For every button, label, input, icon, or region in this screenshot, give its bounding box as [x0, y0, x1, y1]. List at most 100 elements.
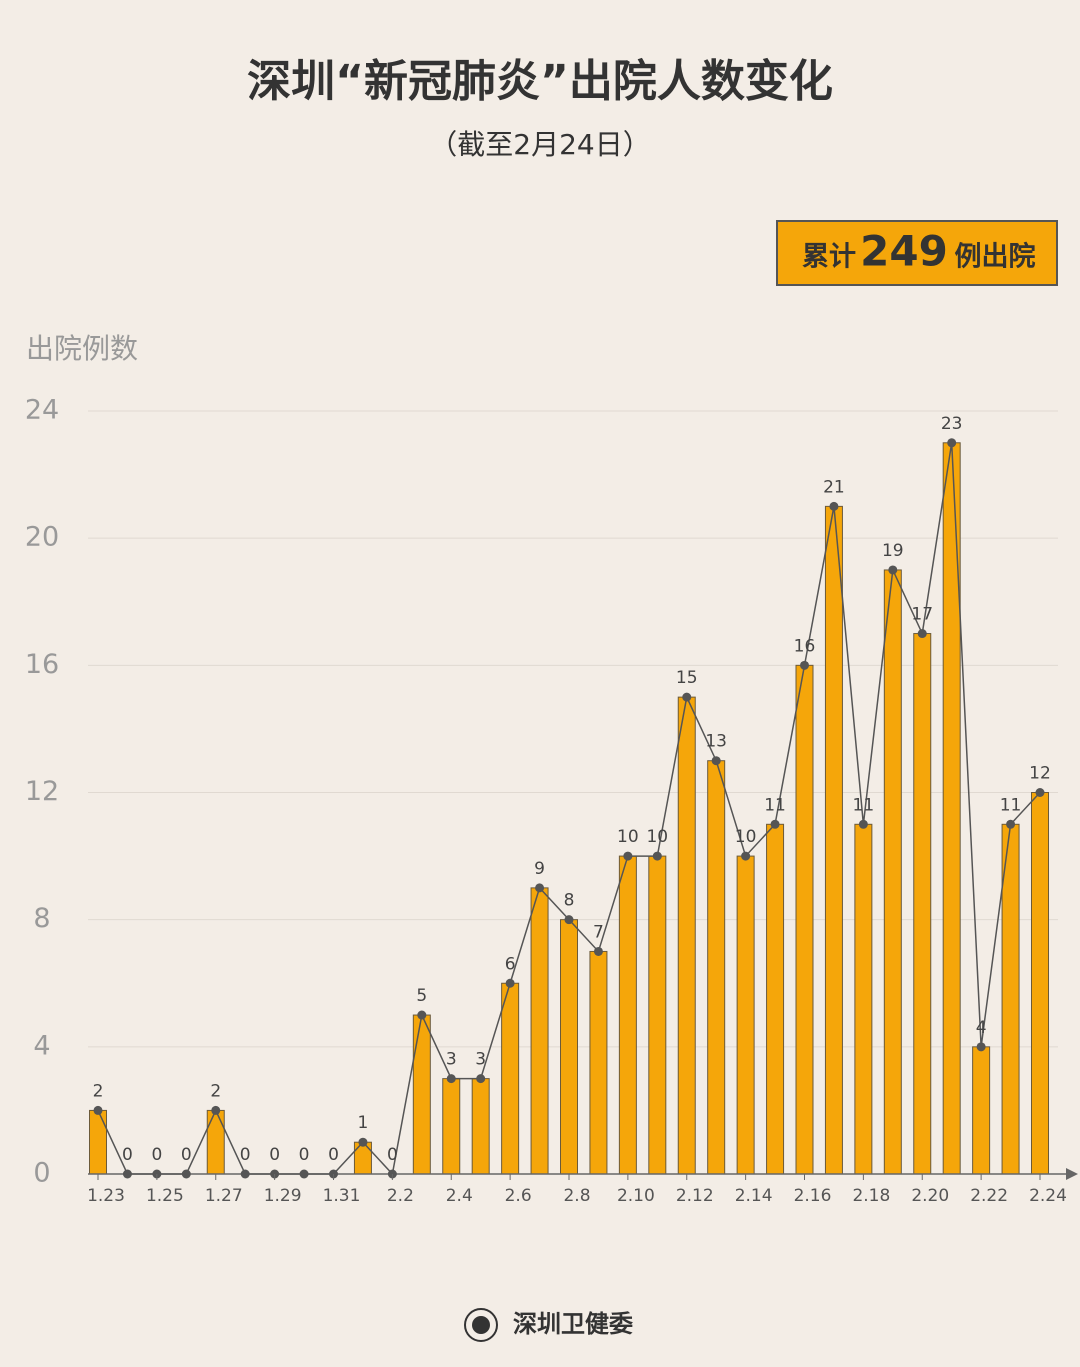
point [711, 756, 721, 766]
value-label: 12 [1029, 764, 1051, 784]
x-tick-label: 2.4 [446, 1186, 473, 1206]
point [917, 629, 927, 639]
x-tick-label: 2.2 [387, 1186, 414, 1206]
badge-prefix: 累计 [802, 242, 856, 273]
bar [707, 760, 726, 1175]
value-label: 3 [475, 1050, 486, 1070]
value-label: 0 [387, 1145, 398, 1165]
source-logo [464, 1308, 498, 1342]
chart-title: 深圳“新冠肺炎”出院人数变化 [247, 56, 833, 107]
point [122, 1169, 132, 1179]
point [299, 1169, 309, 1179]
value-label: 0 [299, 1145, 310, 1165]
bar [1031, 792, 1049, 1175]
point [829, 501, 839, 511]
x-tick-label: 2.10 [617, 1186, 655, 1206]
point [770, 819, 780, 829]
y-tick-label: 8 [33, 903, 50, 934]
bar [677, 696, 696, 1175]
point [1006, 819, 1016, 829]
value-label: 3 [446, 1050, 457, 1070]
x-tick-label: 2.20 [911, 1186, 949, 1206]
bar [618, 855, 637, 1175]
x-tick-label: 2.22 [970, 1186, 1008, 1206]
bar [736, 855, 755, 1175]
point [417, 1010, 427, 1020]
y-tick-label: 12 [25, 776, 59, 807]
point [181, 1169, 191, 1179]
point [652, 851, 662, 861]
bar [854, 823, 873, 1175]
x-tick-label: 2.12 [676, 1186, 714, 1206]
point [476, 1074, 486, 1084]
value-label: 23 [941, 414, 963, 434]
value-label: 0 [328, 1145, 339, 1165]
value-label: 17 [911, 605, 933, 625]
point [858, 819, 868, 829]
value-label: 0 [151, 1145, 162, 1165]
bar [589, 950, 608, 1175]
point [888, 565, 898, 575]
value-label: 9 [534, 859, 545, 879]
bar [206, 1109, 225, 1175]
x-tick-label: 2.24 [1029, 1186, 1067, 1206]
value-label: 1 [358, 1113, 369, 1133]
value-label: 2 [93, 1081, 104, 1101]
value-label: 0 [240, 1145, 251, 1165]
point [358, 1137, 368, 1147]
y-tick-label: 16 [25, 649, 59, 680]
y-tick-label: 20 [25, 522, 59, 553]
point [93, 1105, 103, 1115]
value-label: 5 [416, 986, 427, 1006]
x-tick-label: 1.31 [323, 1186, 361, 1206]
bar [766, 823, 785, 1175]
bar [824, 505, 843, 1175]
value-label: 15 [676, 668, 698, 688]
value-label: 0 [181, 1145, 192, 1165]
value-label: 8 [564, 891, 575, 911]
value-label: 13 [705, 732, 727, 752]
value-label: 16 [794, 636, 816, 656]
bar [795, 664, 814, 1175]
badge-total: 249 [860, 227, 948, 276]
x-tick-label: 1.29 [264, 1186, 302, 1206]
point [505, 978, 515, 988]
bar [471, 1078, 490, 1175]
x-tick-label: 2.8 [563, 1186, 590, 1206]
point [976, 1042, 986, 1052]
x-tick-label: 2.16 [794, 1186, 832, 1206]
value-label: 0 [269, 1145, 280, 1165]
bar [560, 919, 578, 1175]
bar [883, 569, 902, 1175]
x-axis-arrow [1066, 1168, 1078, 1180]
value-label: 10 [735, 827, 757, 847]
bar [913, 633, 932, 1175]
value-label: 6 [505, 954, 516, 974]
bar [353, 1141, 372, 1175]
point [800, 660, 809, 670]
x-tick-label: 1.23 [87, 1186, 125, 1206]
point [564, 915, 574, 925]
source: 深圳卫健委 [513, 1310, 633, 1338]
x-tick-label: 2.14 [735, 1186, 773, 1206]
bar [972, 1046, 991, 1175]
bar [442, 1078, 461, 1175]
point [623, 851, 633, 861]
point [947, 438, 957, 448]
point [1035, 788, 1045, 797]
point [535, 883, 545, 893]
point [682, 692, 692, 702]
value-label: 21 [823, 477, 845, 497]
value-label: 7 [593, 922, 604, 942]
point [741, 851, 751, 861]
x-tick-label: 1.27 [205, 1186, 243, 1206]
point [593, 946, 603, 956]
x-tick-label: 1.25 [146, 1186, 184, 1206]
value-label: 11 [853, 795, 875, 815]
bar [501, 982, 520, 1175]
value-label: 10 [617, 827, 639, 847]
point [211, 1105, 221, 1115]
y-tick-label: 0 [33, 1158, 50, 1189]
bar [530, 887, 549, 1175]
y-tick-label: 4 [33, 1030, 50, 1061]
